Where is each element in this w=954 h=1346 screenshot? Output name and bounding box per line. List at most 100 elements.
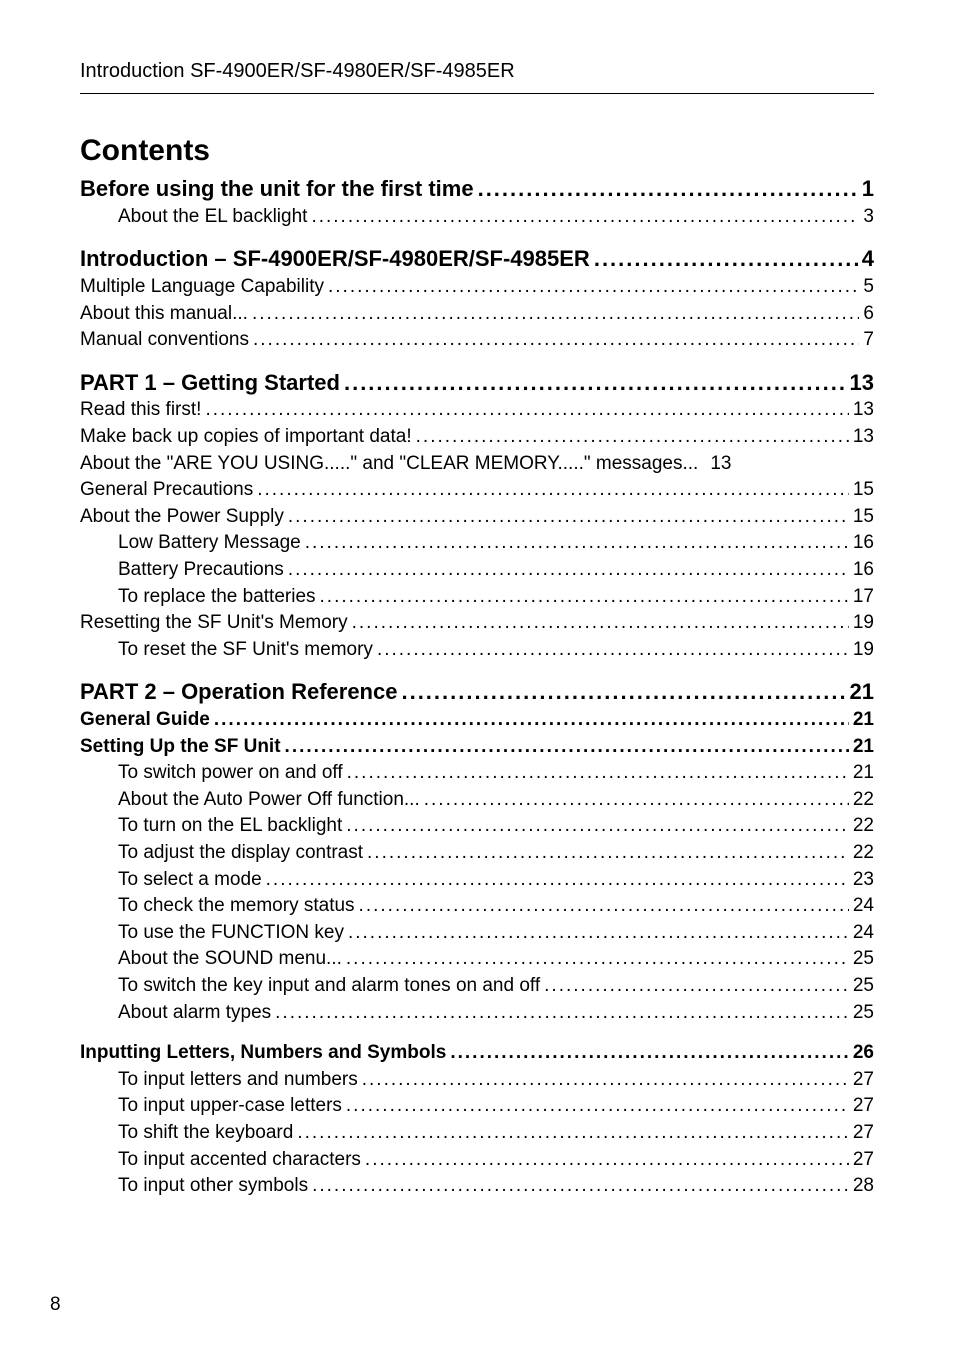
toc-page: 22 <box>853 813 874 840</box>
toc-row: To switch power on and off21 <box>80 760 874 787</box>
toc-page: 24 <box>853 920 874 947</box>
toc-row: About the EL backlight3 <box>80 204 874 231</box>
toc-leader <box>312 1173 849 1200</box>
toc-label: Inputting Letters, Numbers and Symbols <box>80 1040 446 1067</box>
toc-label: About alarm types <box>118 1000 271 1027</box>
toc-leader <box>416 424 849 451</box>
toc-section: Before using the unit for the first time… <box>80 174 874 230</box>
toc-page: 1 <box>862 174 874 204</box>
toc-row: To reset the SF Unit's memory19 <box>80 637 874 664</box>
toc-row: To adjust the display contrast 22 <box>80 840 874 867</box>
toc-row: To replace the batteries17 <box>80 584 874 611</box>
toc-page: 16 <box>853 557 874 584</box>
toc-row: To switch the key input and alarm tones … <box>80 973 874 1000</box>
toc-label: To adjust the display contrast <box>118 840 363 867</box>
toc-page: 5 <box>863 274 874 301</box>
toc-row: To input upper-case letters 27 <box>80 1093 874 1120</box>
toc-page: 19 <box>853 610 874 637</box>
toc-container: Before using the unit for the first time… <box>80 174 874 1200</box>
contents-heading: Contents <box>80 134 874 168</box>
toc-row: About the Auto Power Off function...22 <box>80 787 874 814</box>
toc-leader <box>362 1067 849 1094</box>
toc-page: 27 <box>853 1067 874 1094</box>
toc-page: 13 <box>850 368 874 398</box>
toc-row: Setting Up the SF Unit21 <box>80 734 874 761</box>
page: Introduction SF-4900ER/SF-4980ER/SF-4985… <box>0 0 954 1346</box>
toc-leader <box>347 760 849 787</box>
toc-page: 26 <box>853 1040 874 1067</box>
toc-label: Introduction – SF-4900ER/SF-4980ER/SF-49… <box>80 244 590 274</box>
toc-section: Inputting Letters, Numbers and Symbols 26… <box>80 1040 874 1200</box>
toc-page: 15 <box>853 504 874 531</box>
toc-page: 28 <box>853 1173 874 1200</box>
page-number-footer: 8 <box>50 1294 61 1316</box>
toc-label: About this manual... <box>80 301 248 328</box>
toc-label: To check the memory status <box>118 893 355 920</box>
toc-label: To shift the keyboard <box>118 1120 293 1147</box>
toc-label: PART 2 – Operation Reference <box>80 677 397 707</box>
toc-page: 22 <box>853 840 874 867</box>
toc-leader <box>346 946 849 973</box>
toc-label: General Guide <box>80 707 210 734</box>
toc-row: Before using the unit for the first time… <box>80 174 874 204</box>
toc-row: Multiple Language Capability5 <box>80 274 874 301</box>
toc-page: 13 <box>710 451 731 478</box>
toc-label: To use the FUNCTION key <box>118 920 344 947</box>
toc-leader <box>346 813 849 840</box>
toc-page: 23 <box>853 867 874 894</box>
toc-row: About the Power Supply15 <box>80 504 874 531</box>
toc-leader <box>594 244 858 274</box>
toc-row: General Precautions15 <box>80 477 874 504</box>
toc-label: About the SOUND menu... <box>118 946 342 973</box>
toc-label: To input other symbols <box>118 1173 308 1200</box>
toc-leader <box>365 1147 849 1174</box>
toc-leader <box>424 787 849 814</box>
toc-leader <box>285 734 849 761</box>
toc-page: 7 <box>863 327 874 354</box>
toc-row: PART 1 – Getting Started13 <box>80 368 874 398</box>
toc-page: 16 <box>853 530 874 557</box>
toc-row: Resetting the SF Unit's Memory19 <box>80 610 874 637</box>
toc-leader <box>214 707 849 734</box>
toc-label: About the EL backlight <box>118 204 307 231</box>
toc-row: General Guide21 <box>80 707 874 734</box>
page-header: Introduction SF-4900ER/SF-4980ER/SF-4985… <box>80 60 874 94</box>
toc-label: To input accented characters <box>118 1147 361 1174</box>
toc-label: To replace the batteries <box>118 584 316 611</box>
toc-page: 25 <box>853 973 874 1000</box>
toc-row: About the SOUND menu...25 <box>80 946 874 973</box>
toc-label: To select a mode <box>118 867 262 894</box>
toc-label: Read this first! <box>80 397 201 424</box>
toc-leader <box>544 973 849 1000</box>
toc-leader <box>328 274 859 301</box>
toc-leader <box>359 893 849 920</box>
toc-page: 27 <box>853 1093 874 1120</box>
toc-label: To input letters and numbers <box>118 1067 358 1094</box>
toc-section: PART 1 – Getting Started13Read this firs… <box>80 368 874 664</box>
toc-label: To input upper-case letters <box>118 1093 342 1120</box>
toc-page: 27 <box>853 1147 874 1174</box>
toc-leader <box>377 637 849 664</box>
toc-label: To reset the SF Unit's memory <box>118 637 373 664</box>
toc-leader <box>478 174 858 204</box>
toc-row: PART 2 – Operation Reference21 <box>80 677 874 707</box>
toc-leader <box>257 477 849 504</box>
toc-row: To use the FUNCTION key 24 <box>80 920 874 947</box>
toc-row: To select a mode 23 <box>80 867 874 894</box>
toc-row: Introduction – SF-4900ER/SF-4980ER/SF-49… <box>80 244 874 274</box>
toc-row: Battery Precautions16 <box>80 557 874 584</box>
toc-row: Manual conventions7 <box>80 327 874 354</box>
toc-row: Low Battery Message16 <box>80 530 874 557</box>
toc-page: 25 <box>853 1000 874 1027</box>
toc-leader <box>288 557 849 584</box>
toc-leader <box>297 1120 849 1147</box>
toc-page: 21 <box>853 760 874 787</box>
toc-row: Make back up copies of important data!13 <box>80 424 874 451</box>
toc-label: Before using the unit for the first time <box>80 174 474 204</box>
toc-page: 22 <box>853 787 874 814</box>
toc-row: To input accented characters 27 <box>80 1147 874 1174</box>
toc-page: 13 <box>853 424 874 451</box>
toc-label: About the "ARE YOU USING....." and "CLEA… <box>80 451 698 478</box>
toc-row: About alarm types 25 <box>80 1000 874 1027</box>
toc-label: To switch the key input and alarm tones … <box>118 973 540 1000</box>
